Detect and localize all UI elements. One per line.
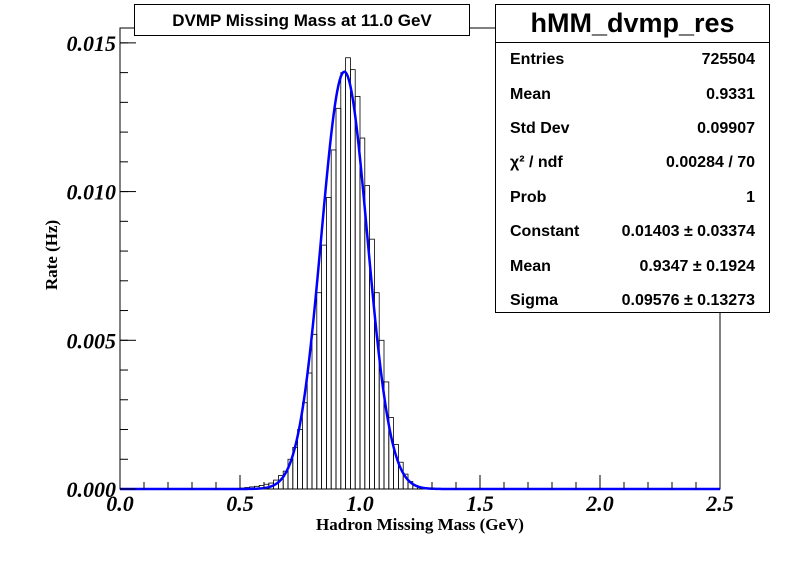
stats-label: Sigma [510, 291, 559, 309]
y-axis-label: Rate (Hz) [42, 220, 61, 290]
histogram-bin [330, 149, 337, 490]
stats-row-std-dev: Std Dev 0.09907 [496, 112, 769, 146]
x-tick-label: 0.0 [106, 491, 134, 516]
x-tick-label: 2.0 [585, 491, 614, 516]
x-tick-label: 0.5 [226, 491, 254, 516]
y-tick-label: 0.000 [67, 477, 117, 502]
stats-value: 725504 [701, 51, 755, 69]
stats-label: Prob [510, 188, 547, 206]
stats-value: 0.00284 / 70 [666, 154, 755, 172]
histogram-bin [321, 244, 327, 490]
stats-row-entries: Entries 725504 [496, 43, 769, 77]
stats-value: 0.09576 ± 0.13273 [621, 291, 755, 309]
x-axis-label: Hadron Missing Mass (GeV) [316, 515, 524, 534]
stats-value: 0.01403 ± 0.03374 [621, 223, 755, 241]
stats-label: Constant [510, 223, 580, 241]
histogram [239, 57, 433, 490]
y-tick-label: 0.005 [67, 328, 117, 353]
x-tick-label: 1.5 [466, 491, 494, 516]
x-tick-label: 2.5 [705, 491, 734, 516]
stats-row-constant: Constant 0.01403 ± 0.03374 [496, 215, 769, 249]
stats-label: χ² / ndf [510, 154, 563, 172]
stats-value: 0.9347 ± 0.1924 [639, 257, 755, 275]
stats-box: hMM_dvmp_res Entries 725504 Mean 0.9331 … [495, 4, 770, 313]
histogram-bin [301, 402, 308, 490]
histogram-bin [325, 197, 332, 490]
y-tick-label: 0.010 [67, 180, 117, 205]
histogram-bin [316, 292, 322, 490]
stats-value: 1 [746, 188, 755, 206]
stats-value: 0.9331 [706, 85, 755, 103]
stats-label: Mean [510, 257, 551, 275]
stats-value: 0.09907 [697, 119, 755, 137]
stats-row-sigma: Sigma 0.09576 ± 0.13273 [496, 284, 769, 318]
histogram-bin [306, 372, 313, 490]
histogram-bin [349, 69, 356, 490]
histogram-bin [340, 72, 346, 490]
stats-histogram-name: hMM_dvmp_res [496, 5, 769, 43]
stats-row-mean: Mean 0.9331 [496, 77, 769, 111]
stats-row-fit-mean: Mean 0.9347 ± 0.1924 [496, 249, 769, 283]
histogram-bin [345, 57, 351, 490]
histogram-bin [335, 107, 342, 490]
x-tick-label: 1.0 [346, 491, 374, 516]
fit-curve [120, 70, 720, 491]
chart-title: DVMP Missing Mass at 11.0 GeV [134, 4, 470, 36]
stats-label: Std Dev [510, 119, 570, 137]
histogram-bin [311, 333, 318, 490]
stats-row-chi2-ndf: χ² / ndf 0.00284 / 70 [496, 146, 769, 180]
y-tick-label: 0.015 [67, 31, 117, 56]
stats-row-prob: Prob 1 [496, 181, 769, 215]
fit-curve-group [120, 70, 720, 491]
stats-label: Entries [510, 51, 565, 69]
stats-label: Mean [510, 85, 551, 103]
